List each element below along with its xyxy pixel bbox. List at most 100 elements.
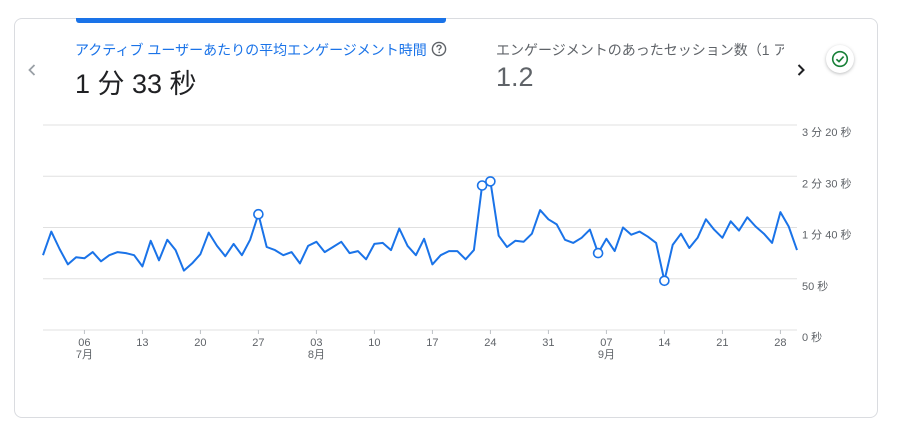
data-point[interactable] (372, 241, 377, 246)
data-point[interactable] (712, 227, 717, 232)
anomaly-marker[interactable] (659, 275, 670, 287)
metric-label-engagement-time[interactable]: アクティブ ユーザーあたりの平均エンゲージメント時間 (75, 42, 427, 58)
data-point[interactable] (273, 248, 278, 253)
data-point[interactable] (546, 217, 551, 222)
data-point[interactable] (206, 230, 211, 235)
data-point[interactable] (115, 250, 120, 255)
data-point[interactable] (430, 262, 435, 267)
data-point[interactable] (347, 251, 352, 256)
data-point[interactable] (513, 238, 518, 243)
data-point[interactable] (140, 264, 145, 269)
next-metric-button[interactable] (789, 58, 813, 82)
data-point[interactable] (753, 224, 758, 229)
data-point[interactable] (422, 236, 427, 241)
data-point[interactable] (289, 250, 294, 255)
data-point[interactable] (181, 268, 186, 273)
data-point[interactable] (198, 252, 203, 257)
data-point[interactable] (670, 242, 675, 247)
data-point[interactable] (165, 237, 170, 242)
data-point[interactable] (107, 253, 112, 258)
data-point[interactable] (281, 253, 286, 258)
data-point[interactable] (65, 262, 70, 267)
data-point[interactable] (239, 253, 244, 258)
data-point[interactable] (364, 257, 369, 262)
data-point[interactable] (737, 228, 742, 233)
data-point[interactable] (745, 215, 750, 220)
data-point[interactable] (215, 243, 220, 248)
data-point[interactable] (612, 249, 617, 254)
data-point[interactable] (380, 240, 385, 245)
data-point[interactable] (679, 231, 684, 236)
data-point[interactable] (554, 222, 559, 227)
data-point[interactable] (413, 253, 418, 258)
data-point[interactable] (795, 248, 800, 253)
anomaly-marker[interactable] (485, 176, 496, 187)
data-point[interactable] (90, 250, 95, 255)
data-point[interactable] (248, 237, 253, 242)
data-point[interactable] (720, 235, 725, 240)
data-point[interactable] (455, 249, 460, 254)
data-point[interactable] (563, 237, 568, 242)
data-point[interactable] (41, 253, 46, 258)
data-point[interactable] (264, 245, 269, 250)
data-point[interactable] (223, 254, 228, 259)
data-point[interactable] (471, 248, 476, 253)
x-tick-label: 13 (136, 337, 148, 349)
data-point[interactable] (463, 257, 468, 262)
data-point[interactable] (297, 261, 302, 266)
anomaly-marker[interactable] (592, 247, 604, 259)
data-point[interactable] (438, 253, 443, 258)
data-point[interactable] (695, 235, 700, 240)
data-point[interactable] (687, 246, 692, 251)
data-point[interactable] (306, 243, 311, 248)
data-point[interactable] (621, 225, 626, 230)
data-point[interactable] (538, 208, 543, 213)
data-point[interactable] (770, 240, 775, 245)
data-point[interactable] (505, 245, 510, 250)
data-point[interactable] (74, 255, 79, 260)
data-point[interactable] (82, 256, 87, 261)
data-point[interactable] (173, 248, 178, 253)
y-tick-label: 1 分 40 秒 (802, 228, 852, 242)
data-point[interactable] (190, 261, 195, 266)
data-point[interactable] (637, 229, 642, 234)
data-point[interactable] (447, 249, 452, 254)
metric-label-engaged-sessions[interactable]: エンゲージメントのあったセッション数（1 ア (496, 42, 784, 58)
data-point[interactable] (529, 231, 534, 236)
data-point[interactable] (339, 239, 344, 244)
data-point[interactable] (703, 217, 708, 222)
data-point[interactable] (148, 238, 153, 243)
data-point[interactable] (132, 253, 137, 258)
data-point[interactable] (123, 251, 128, 256)
data-point[interactable] (397, 226, 402, 231)
data-point[interactable] (49, 229, 54, 234)
data-point[interactable] (629, 232, 634, 237)
data-point[interactable] (496, 233, 501, 238)
data-point[interactable] (389, 248, 394, 253)
data-point[interactable] (331, 245, 336, 250)
data-point[interactable] (355, 249, 360, 254)
data-point[interactable] (57, 247, 62, 252)
data-point[interactable] (728, 219, 733, 224)
help-circle-icon[interactable] (431, 41, 447, 57)
anomaly-marker[interactable] (253, 208, 264, 220)
data-point[interactable] (587, 227, 592, 232)
anomaly-marker[interactable] (476, 180, 488, 191)
data-point[interactable] (761, 231, 766, 236)
data-point[interactable] (579, 235, 584, 240)
data-point[interactable] (521, 239, 526, 244)
data-point[interactable] (778, 210, 783, 215)
data-point[interactable] (231, 241, 236, 246)
data-point[interactable] (322, 250, 327, 255)
data-point[interactable] (571, 240, 576, 245)
data-point[interactable] (604, 236, 609, 241)
data-point[interactable] (654, 240, 659, 245)
data-point[interactable] (314, 239, 319, 244)
previous-metric-button[interactable] (20, 58, 44, 82)
check-circle-icon[interactable] (826, 45, 854, 73)
data-point[interactable] (99, 259, 104, 264)
data-point[interactable] (786, 224, 791, 229)
data-point[interactable] (405, 243, 410, 248)
data-point[interactable] (157, 258, 162, 263)
data-point[interactable] (645, 234, 650, 239)
